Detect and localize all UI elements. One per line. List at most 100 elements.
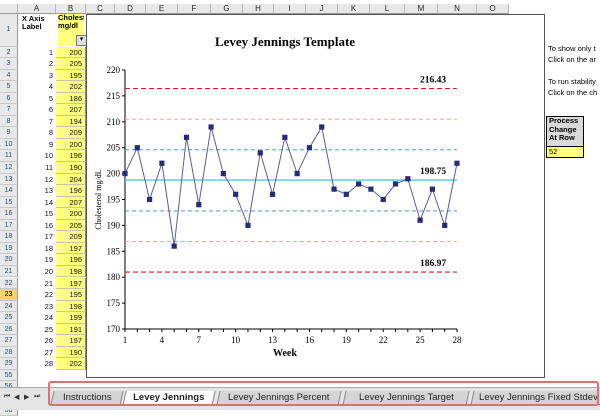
next-sheet-icon[interactable]: ▶ <box>24 394 30 401</box>
row-header-6[interactable]: 6 <box>0 92 18 105</box>
cell-b13[interactable]: 204 <box>56 173 86 186</box>
row-header-3[interactable]: 3 <box>0 58 18 70</box>
cell-b17[interactable]: 205 <box>56 219 86 232</box>
cell-b11[interactable]: 196 <box>56 150 86 162</box>
cell-b1-header[interactable]: Cholesterol mg/dl <box>58 14 84 46</box>
prev-sheet-icon[interactable]: ◀ <box>14 394 20 401</box>
row-header-19[interactable]: 19 <box>0 242 18 255</box>
row-header-2[interactable]: 2 <box>0 46 18 59</box>
row-header-29[interactable]: 29 <box>0 358 18 370</box>
cell-b19[interactable]: 197 <box>56 242 86 255</box>
column-header-i[interactable]: I <box>274 4 306 14</box>
row-header-4[interactable]: 4 <box>0 69 18 82</box>
cell-a26[interactable]: 25 <box>44 324 53 334</box>
column-header-k[interactable]: K <box>338 4 370 14</box>
cell-a2[interactable]: 1 <box>48 47 53 57</box>
cell-b21[interactable]: 198 <box>56 265 86 278</box>
column-header-d[interactable]: D <box>115 4 146 14</box>
row-header-13[interactable]: 13 <box>0 173 18 186</box>
cell-b8[interactable]: 194 <box>56 115 86 128</box>
column-header-n[interactable]: N <box>438 4 477 14</box>
column-header-o[interactable]: O <box>477 4 509 14</box>
column-header-f[interactable]: F <box>178 4 211 14</box>
cell-a13[interactable]: 12 <box>44 174 53 184</box>
cell-a22[interactable]: 21 <box>44 278 53 288</box>
cell-a5[interactable]: 4 <box>48 82 53 92</box>
row-header-7[interactable]: 7 <box>0 104 18 116</box>
cell-b20[interactable]: 196 <box>56 254 86 266</box>
row-header-9[interactable]: 9 <box>0 127 18 139</box>
cell-b22[interactable]: 197 <box>56 277 86 290</box>
last-sheet-icon[interactable]: ⏭ <box>34 393 41 400</box>
first-sheet-icon[interactable]: ⏮ <box>4 393 11 400</box>
row-header-26[interactable]: 26 <box>0 323 18 336</box>
cell-b25[interactable]: 199 <box>56 312 86 324</box>
cell-b14[interactable]: 196 <box>56 185 86 197</box>
cell-a10[interactable]: 9 <box>48 139 53 149</box>
cell-a6[interactable]: 5 <box>48 93 53 103</box>
cell-a8[interactable]: 7 <box>48 116 53 126</box>
cell-a17[interactable]: 16 <box>44 220 53 230</box>
row-header-18[interactable]: 18 <box>0 231 18 243</box>
cell-a23[interactable]: 22 <box>44 290 53 300</box>
cell-a55[interactable] <box>18 370 56 382</box>
cell-a3[interactable]: 2 <box>48 59 53 69</box>
cell-a20[interactable]: 19 <box>44 255 53 265</box>
cell-a16[interactable]: 15 <box>44 209 53 219</box>
row-header-1[interactable]: 1 <box>0 14 18 47</box>
row-header-22[interactable]: 22 <box>0 277 18 290</box>
cell-b16[interactable]: 200 <box>56 208 86 220</box>
cell-b6[interactable]: 186 <box>56 92 86 105</box>
cell-a25[interactable]: 24 <box>44 313 53 323</box>
column-header-b[interactable]: B <box>56 4 86 14</box>
column-header-g[interactable]: G <box>211 4 243 14</box>
cell-b12[interactable]: 190 <box>56 162 86 174</box>
row-header-27[interactable]: 27 <box>0 335 18 347</box>
cell-b23[interactable]: 195 <box>56 289 86 301</box>
row-header-15[interactable]: 15 <box>0 196 18 209</box>
column-header-j[interactable]: J <box>306 4 338 14</box>
cell-b3[interactable]: 205 <box>56 58 86 70</box>
row-header-10[interactable]: 10 <box>0 138 18 151</box>
cell-b2[interactable]: 200 <box>56 46 86 59</box>
cell-a11[interactable]: 10 <box>44 151 53 161</box>
row-header-11[interactable]: 11 <box>0 150 18 162</box>
cell-b5[interactable]: 202 <box>56 81 86 93</box>
row-header-5[interactable]: 5 <box>0 81 18 93</box>
cell-a4[interactable]: 3 <box>48 70 53 80</box>
cell-a18[interactable]: 17 <box>44 232 53 242</box>
cell-a29[interactable]: 28 <box>44 359 53 369</box>
cell-b18[interactable]: 209 <box>56 231 86 243</box>
row-header-16[interactable]: 16 <box>0 208 18 220</box>
row-header-14[interactable]: 14 <box>0 185 18 197</box>
cell-a19[interactable]: 18 <box>44 243 53 253</box>
cell-a1-header[interactable]: X Axis Label <box>22 14 45 31</box>
cell-b10[interactable]: 200 <box>56 138 86 151</box>
cell-a15[interactable]: 14 <box>44 197 53 207</box>
process-change-value[interactable]: 52 <box>546 147 584 158</box>
cell-a14[interactable]: 13 <box>44 186 53 196</box>
row-header-24[interactable]: 24 <box>0 300 18 313</box>
select-all-corner[interactable] <box>0 4 18 14</box>
cell-b29[interactable]: 202 <box>56 358 86 370</box>
cell-a7[interactable]: 6 <box>48 105 53 115</box>
row-header-25[interactable]: 25 <box>0 312 18 324</box>
column-header-m[interactable]: M <box>405 4 438 14</box>
cell-b24[interactable]: 198 <box>56 300 86 313</box>
column-header-l[interactable]: L <box>370 4 405 14</box>
row-header-20[interactable]: 20 <box>0 254 18 266</box>
row-header-55[interactable]: 55 <box>0 369 18 382</box>
column-header-a[interactable]: A <box>18 4 56 14</box>
cell-a27[interactable]: 26 <box>44 336 53 346</box>
cell-a24[interactable]: 23 <box>44 301 53 311</box>
cell-a28[interactable]: 27 <box>44 347 53 357</box>
cell-b28[interactable]: 190 <box>56 346 86 359</box>
levey-jennings-chart[interactable]: Levey Jennings Template 170 175 180 185 190 19… <box>86 14 545 378</box>
column-header-c[interactable]: C <box>86 4 115 14</box>
cell-b26[interactable]: 191 <box>56 323 86 336</box>
cell-b27[interactable]: 197 <box>56 335 86 347</box>
cell-b9[interactable]: 209 <box>56 127 86 139</box>
cell-a12[interactable]: 11 <box>45 163 53 172</box>
cell-b7[interactable]: 207 <box>56 104 86 116</box>
row-header-28[interactable]: 28 <box>0 346 18 359</box>
